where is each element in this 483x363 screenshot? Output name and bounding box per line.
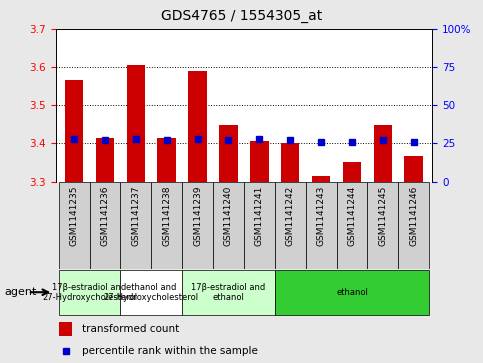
Text: percentile rank within the sample: percentile rank within the sample [82, 346, 258, 356]
Bar [188, 71, 207, 182]
Text: GSM1141242: GSM1141242 [286, 186, 295, 246]
Bar [337, 182, 368, 269]
Text: GSM1141246: GSM1141246 [409, 186, 418, 246]
Text: GDS4765 / 1554305_at: GDS4765 / 1554305_at [161, 9, 322, 23]
Text: GSM1141243: GSM1141243 [317, 186, 326, 246]
Text: agent: agent [5, 287, 37, 297]
Text: ethanol and
27-Hydroxycholesterol: ethanol and 27-Hydroxycholesterol [104, 282, 199, 302]
Text: GSM1141240: GSM1141240 [224, 186, 233, 246]
Bar [127, 65, 145, 182]
Bar [58, 270, 120, 315]
Text: GSM1141236: GSM1141236 [100, 186, 110, 246]
Bar [368, 182, 398, 269]
Bar [312, 176, 330, 182]
Bar [89, 182, 120, 269]
Text: GSM1141241: GSM1141241 [255, 186, 264, 246]
Bar [182, 182, 213, 269]
Bar [120, 270, 182, 315]
Text: ethanol: ethanol [336, 288, 368, 297]
Bar [275, 270, 429, 315]
Text: 17β-estradiol and
27-Hydroxycholesterol: 17β-estradiol and 27-Hydroxycholesterol [42, 282, 137, 302]
Text: transformed count: transformed count [82, 324, 179, 334]
Bar [219, 126, 238, 182]
Bar [306, 182, 337, 269]
Bar [96, 138, 114, 182]
Bar [281, 143, 299, 182]
Bar [151, 182, 182, 269]
Bar [157, 138, 176, 182]
Text: GSM1141237: GSM1141237 [131, 186, 141, 246]
Bar [120, 182, 151, 269]
Bar [398, 182, 429, 269]
Bar [343, 162, 361, 182]
Bar [244, 182, 275, 269]
Bar [58, 182, 89, 269]
Text: 17β-estradiol and
ethanol: 17β-estradiol and ethanol [191, 282, 266, 302]
Text: GSM1141238: GSM1141238 [162, 186, 171, 246]
Bar [250, 141, 269, 182]
Bar [182, 270, 275, 315]
Bar [213, 182, 244, 269]
Text: GSM1141244: GSM1141244 [347, 186, 356, 246]
Bar [275, 182, 306, 269]
Bar [374, 126, 392, 182]
Text: GSM1141239: GSM1141239 [193, 186, 202, 246]
Bar [404, 156, 423, 182]
Text: GSM1141235: GSM1141235 [70, 186, 79, 246]
Bar [65, 81, 84, 182]
Bar [59, 322, 72, 336]
Text: GSM1141245: GSM1141245 [378, 186, 387, 246]
